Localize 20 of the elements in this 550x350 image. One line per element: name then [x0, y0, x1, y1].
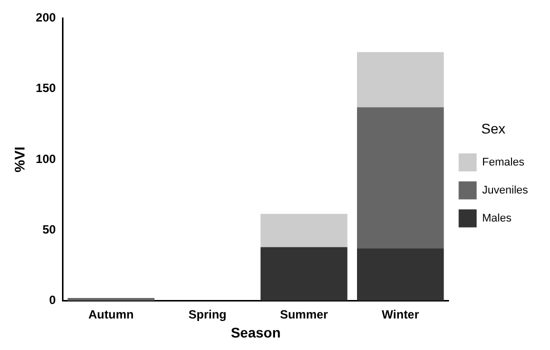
x-tick-label: Winter — [382, 307, 420, 322]
bar — [357, 107, 444, 249]
bar — [357, 248, 444, 301]
y-axis-title: %VI — [11, 146, 28, 172]
x-axis-title: Season — [230, 324, 281, 340]
x-tick-label: Autumn — [88, 307, 134, 322]
bar — [260, 247, 348, 301]
y-tick-label: 200 — [36, 10, 56, 25]
legend-label: Juveniles — [482, 184, 528, 196]
bar — [260, 214, 348, 248]
y-tick-label: 50 — [42, 222, 56, 236]
x-tick-label: Spring — [188, 307, 227, 322]
bar — [357, 52, 444, 108]
x-tick-label: Summer — [280, 307, 328, 322]
y-tick-label: 150 — [36, 81, 56, 96]
legend-label: Males — [482, 212, 512, 224]
y-tick-label: 100 — [36, 152, 56, 166]
legend-label: Females — [482, 156, 525, 168]
legend-title: Sex — [481, 120, 506, 136]
y-tick-label: 0 — [49, 293, 56, 308]
